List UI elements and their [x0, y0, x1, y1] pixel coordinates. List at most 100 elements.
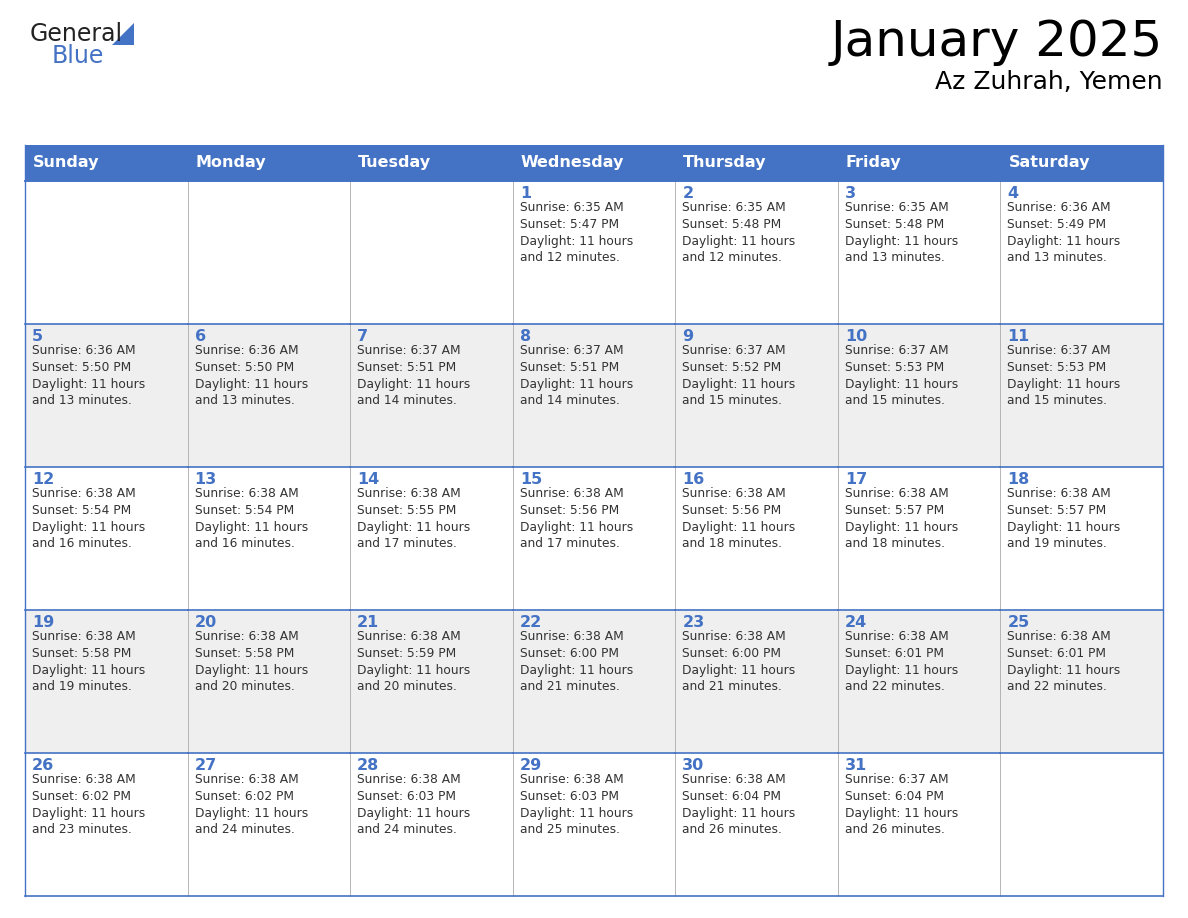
Text: Sunrise: 6:38 AM
Sunset: 6:00 PM
Daylight: 11 hours
and 21 minutes.: Sunrise: 6:38 AM Sunset: 6:00 PM Dayligh… [682, 630, 796, 693]
Text: 31: 31 [845, 758, 867, 773]
Text: Sunrise: 6:37 AM
Sunset: 5:53 PM
Daylight: 11 hours
and 15 minutes.: Sunrise: 6:37 AM Sunset: 5:53 PM Dayligh… [845, 344, 958, 408]
Text: Sunrise: 6:35 AM
Sunset: 5:48 PM
Daylight: 11 hours
and 13 minutes.: Sunrise: 6:35 AM Sunset: 5:48 PM Dayligh… [845, 201, 958, 264]
Text: Friday: Friday [846, 155, 902, 171]
Bar [350, 467, 513, 610]
Text: 1: 1 [519, 186, 531, 201]
Text: Sunrise: 6:37 AM
Sunset: 5:53 PM
Daylight: 11 hours
and 15 minutes.: Sunrise: 6:37 AM Sunset: 5:53 PM Dayligh… [1007, 344, 1120, 408]
Bar [25, 145, 1163, 181]
Text: Sunrise: 6:36 AM
Sunset: 5:49 PM
Daylight: 11 hours
and 13 minutes.: Sunrise: 6:36 AM Sunset: 5:49 PM Dayligh… [1007, 201, 1120, 264]
Text: Sunrise: 6:38 AM
Sunset: 6:03 PM
Daylight: 11 hours
and 25 minutes.: Sunrise: 6:38 AM Sunset: 6:03 PM Dayligh… [519, 773, 633, 836]
Text: 12: 12 [32, 472, 55, 487]
Text: Blue: Blue [52, 44, 105, 68]
Text: Sunrise: 6:38 AM
Sunset: 5:56 PM
Daylight: 11 hours
and 17 minutes.: Sunrise: 6:38 AM Sunset: 5:56 PM Dayligh… [519, 487, 633, 551]
Text: 23: 23 [682, 615, 704, 630]
Text: 21: 21 [358, 615, 379, 630]
Bar [513, 753, 675, 896]
Text: Thursday: Thursday [683, 155, 766, 171]
Text: Sunday: Sunday [33, 155, 100, 171]
Text: 30: 30 [682, 758, 704, 773]
Bar [1000, 753, 1163, 896]
Text: Saturday: Saturday [1009, 155, 1089, 171]
Text: 3: 3 [845, 186, 857, 201]
Polygon shape [112, 23, 134, 45]
Text: January 2025: January 2025 [830, 18, 1163, 66]
Text: Sunrise: 6:35 AM
Sunset: 5:48 PM
Daylight: 11 hours
and 12 minutes.: Sunrise: 6:35 AM Sunset: 5:48 PM Dayligh… [682, 201, 796, 264]
Bar [25, 753, 188, 896]
Bar [513, 324, 675, 467]
Text: General: General [30, 22, 124, 46]
Bar [838, 467, 1000, 610]
Bar [25, 467, 188, 610]
Text: Sunrise: 6:37 AM
Sunset: 5:51 PM
Daylight: 11 hours
and 14 minutes.: Sunrise: 6:37 AM Sunset: 5:51 PM Dayligh… [519, 344, 633, 408]
Text: Sunrise: 6:38 AM
Sunset: 6:02 PM
Daylight: 11 hours
and 23 minutes.: Sunrise: 6:38 AM Sunset: 6:02 PM Dayligh… [32, 773, 145, 836]
Text: 26: 26 [32, 758, 55, 773]
Text: 10: 10 [845, 329, 867, 344]
Text: 15: 15 [519, 472, 542, 487]
Text: Sunrise: 6:38 AM
Sunset: 6:01 PM
Daylight: 11 hours
and 22 minutes.: Sunrise: 6:38 AM Sunset: 6:01 PM Dayligh… [1007, 630, 1120, 693]
Text: Sunrise: 6:38 AM
Sunset: 6:03 PM
Daylight: 11 hours
and 24 minutes.: Sunrise: 6:38 AM Sunset: 6:03 PM Dayligh… [358, 773, 470, 836]
Text: 8: 8 [519, 329, 531, 344]
Text: Sunrise: 6:37 AM
Sunset: 5:51 PM
Daylight: 11 hours
and 14 minutes.: Sunrise: 6:37 AM Sunset: 5:51 PM Dayligh… [358, 344, 470, 408]
Bar [675, 610, 838, 753]
Text: Wednesday: Wednesday [520, 155, 624, 171]
Text: 25: 25 [1007, 615, 1030, 630]
Text: 2: 2 [682, 186, 694, 201]
Text: 13: 13 [195, 472, 217, 487]
Bar [350, 753, 513, 896]
Text: Az Zuhrah, Yemen: Az Zuhrah, Yemen [935, 70, 1163, 94]
Text: Tuesday: Tuesday [358, 155, 431, 171]
Bar [838, 753, 1000, 896]
Bar [1000, 467, 1163, 610]
Text: 14: 14 [358, 472, 379, 487]
Bar [350, 324, 513, 467]
Text: 7: 7 [358, 329, 368, 344]
Text: 22: 22 [519, 615, 542, 630]
Bar [25, 181, 188, 324]
Bar [350, 610, 513, 753]
Bar [513, 181, 675, 324]
Text: Sunrise: 6:38 AM
Sunset: 5:59 PM
Daylight: 11 hours
and 20 minutes.: Sunrise: 6:38 AM Sunset: 5:59 PM Dayligh… [358, 630, 470, 693]
Text: Sunrise: 6:37 AM
Sunset: 5:52 PM
Daylight: 11 hours
and 15 minutes.: Sunrise: 6:37 AM Sunset: 5:52 PM Dayligh… [682, 344, 796, 408]
Text: Sunrise: 6:38 AM
Sunset: 5:58 PM
Daylight: 11 hours
and 19 minutes.: Sunrise: 6:38 AM Sunset: 5:58 PM Dayligh… [32, 630, 145, 693]
Text: Sunrise: 6:38 AM
Sunset: 5:58 PM
Daylight: 11 hours
and 20 minutes.: Sunrise: 6:38 AM Sunset: 5:58 PM Dayligh… [195, 630, 308, 693]
Text: Sunrise: 6:38 AM
Sunset: 6:00 PM
Daylight: 11 hours
and 21 minutes.: Sunrise: 6:38 AM Sunset: 6:00 PM Dayligh… [519, 630, 633, 693]
Bar [675, 324, 838, 467]
Text: Sunrise: 6:38 AM
Sunset: 6:04 PM
Daylight: 11 hours
and 26 minutes.: Sunrise: 6:38 AM Sunset: 6:04 PM Dayligh… [682, 773, 796, 836]
Bar [188, 753, 350, 896]
Text: Sunrise: 6:37 AM
Sunset: 6:04 PM
Daylight: 11 hours
and 26 minutes.: Sunrise: 6:37 AM Sunset: 6:04 PM Dayligh… [845, 773, 958, 836]
Text: Sunrise: 6:38 AM
Sunset: 5:55 PM
Daylight: 11 hours
and 17 minutes.: Sunrise: 6:38 AM Sunset: 5:55 PM Dayligh… [358, 487, 470, 551]
Bar [838, 181, 1000, 324]
Text: Sunrise: 6:36 AM
Sunset: 5:50 PM
Daylight: 11 hours
and 13 minutes.: Sunrise: 6:36 AM Sunset: 5:50 PM Dayligh… [195, 344, 308, 408]
Text: 18: 18 [1007, 472, 1030, 487]
Bar [675, 181, 838, 324]
Text: Sunrise: 6:38 AM
Sunset: 5:57 PM
Daylight: 11 hours
and 18 minutes.: Sunrise: 6:38 AM Sunset: 5:57 PM Dayligh… [845, 487, 958, 551]
Bar [188, 324, 350, 467]
Text: 27: 27 [195, 758, 217, 773]
Bar [838, 610, 1000, 753]
Text: Sunrise: 6:38 AM
Sunset: 5:54 PM
Daylight: 11 hours
and 16 minutes.: Sunrise: 6:38 AM Sunset: 5:54 PM Dayligh… [195, 487, 308, 551]
Bar [513, 610, 675, 753]
Bar [675, 467, 838, 610]
Bar [25, 610, 188, 753]
Text: 17: 17 [845, 472, 867, 487]
Bar [1000, 181, 1163, 324]
Bar [188, 610, 350, 753]
Text: Sunrise: 6:38 AM
Sunset: 5:57 PM
Daylight: 11 hours
and 19 minutes.: Sunrise: 6:38 AM Sunset: 5:57 PM Dayligh… [1007, 487, 1120, 551]
Text: Sunrise: 6:38 AM
Sunset: 6:02 PM
Daylight: 11 hours
and 24 minutes.: Sunrise: 6:38 AM Sunset: 6:02 PM Dayligh… [195, 773, 308, 836]
Bar [513, 467, 675, 610]
Text: 9: 9 [682, 329, 694, 344]
Text: 11: 11 [1007, 329, 1030, 344]
Text: Monday: Monday [196, 155, 266, 171]
Text: 28: 28 [358, 758, 379, 773]
Text: Sunrise: 6:35 AM
Sunset: 5:47 PM
Daylight: 11 hours
and 12 minutes.: Sunrise: 6:35 AM Sunset: 5:47 PM Dayligh… [519, 201, 633, 264]
Text: Sunrise: 6:38 AM
Sunset: 6:01 PM
Daylight: 11 hours
and 22 minutes.: Sunrise: 6:38 AM Sunset: 6:01 PM Dayligh… [845, 630, 958, 693]
Bar [838, 324, 1000, 467]
Text: Sunrise: 6:36 AM
Sunset: 5:50 PM
Daylight: 11 hours
and 13 minutes.: Sunrise: 6:36 AM Sunset: 5:50 PM Dayligh… [32, 344, 145, 408]
Text: 6: 6 [195, 329, 206, 344]
Bar [1000, 610, 1163, 753]
Text: 24: 24 [845, 615, 867, 630]
Text: 16: 16 [682, 472, 704, 487]
Text: 4: 4 [1007, 186, 1018, 201]
Bar [675, 753, 838, 896]
Bar [188, 181, 350, 324]
